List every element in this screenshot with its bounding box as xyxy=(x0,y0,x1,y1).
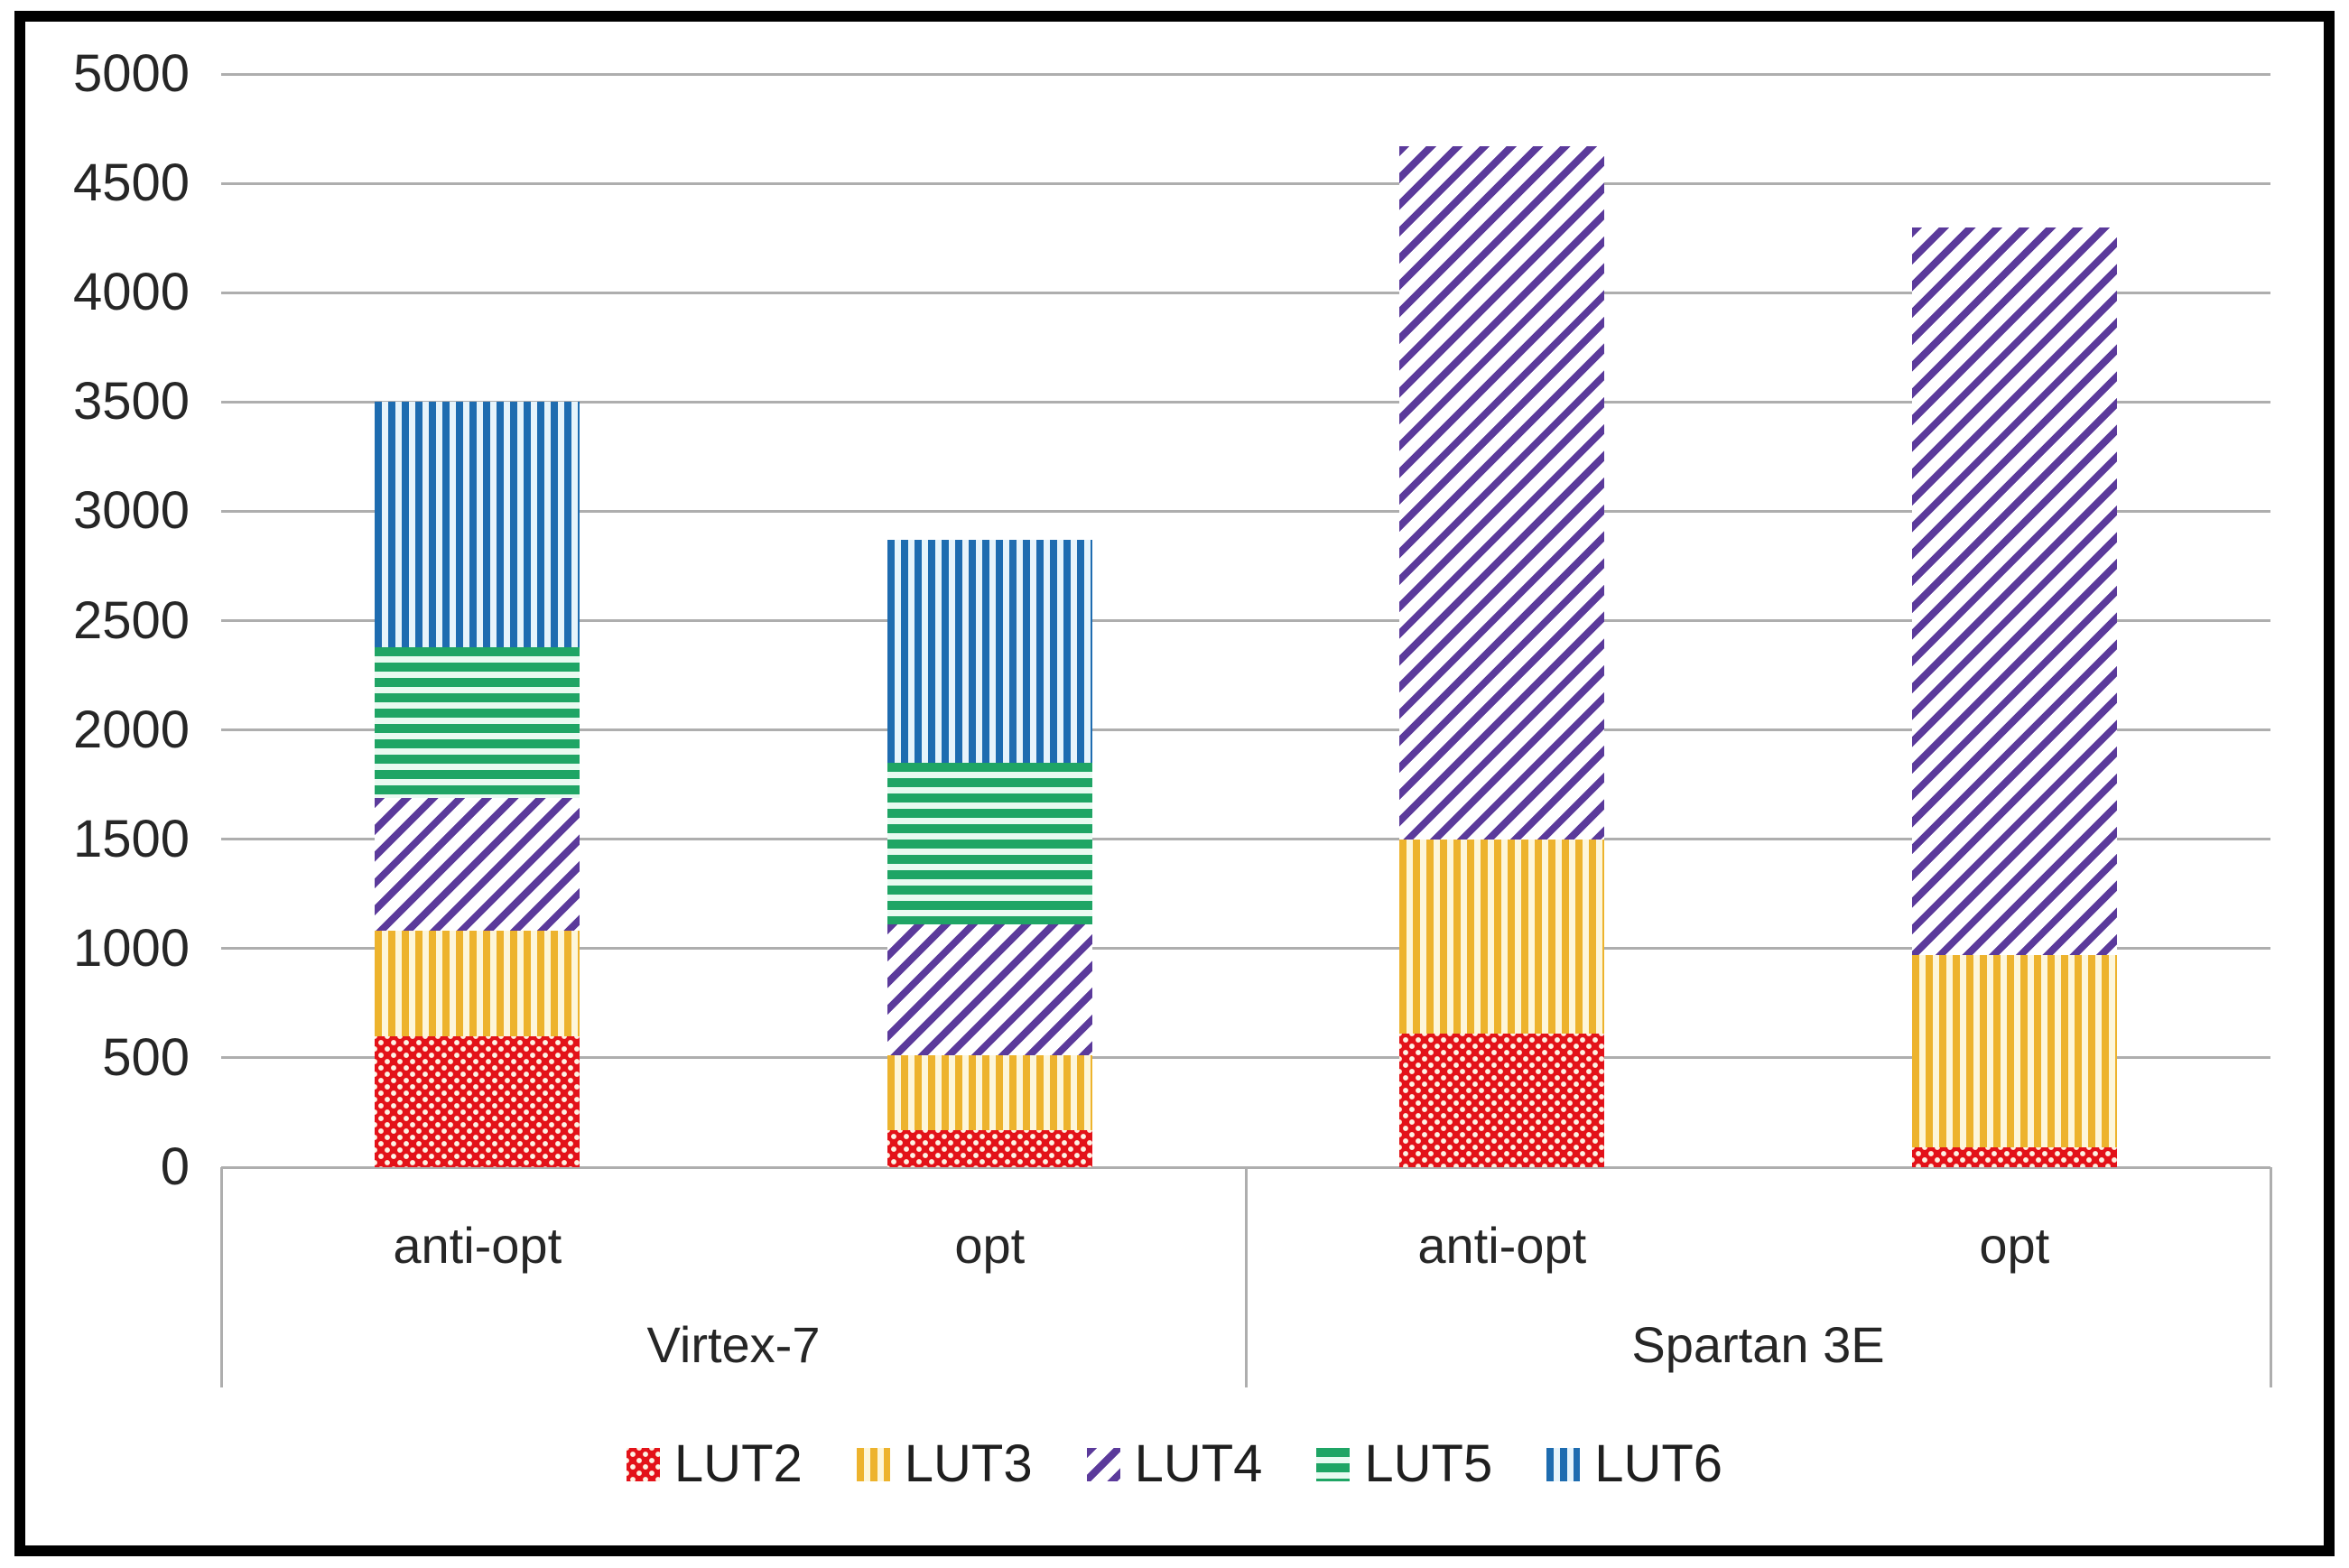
y-axis-tick-label: 0 xyxy=(160,1137,190,1196)
chart-frame: 0 500 1000 1500 2000 2500 3000 3500 4000 4500 5000… xyxy=(14,11,2335,1556)
y-axis-tick-label: 500 xyxy=(102,1027,190,1087)
gridline xyxy=(221,1056,2270,1060)
bar-segment-lut3 xyxy=(375,931,580,1036)
legend-label: LUT6 xyxy=(1594,1434,1723,1493)
bar-segment-lut6 xyxy=(375,402,580,647)
legend-swatch-lut4-icon xyxy=(1086,1447,1120,1481)
gridline xyxy=(221,72,2270,76)
gridline xyxy=(221,619,2270,622)
legend-item-lut4: LUT4 xyxy=(1086,1434,1263,1493)
bar-segment-lut3 xyxy=(887,1055,1092,1130)
legend-item-lut2: LUT2 xyxy=(626,1434,803,1493)
bar-segment-lut5 xyxy=(887,762,1092,925)
category-separator-line xyxy=(1244,1167,1248,1387)
legend: LUT2 LUT3 LUT4 LUT5 LUT6 xyxy=(0,1437,2349,1491)
y-axis-tick-label: 3000 xyxy=(72,481,190,541)
legend-item-lut5: LUT5 xyxy=(1316,1437,1492,1491)
y-axis-tick-label: 3500 xyxy=(72,372,190,431)
gridline xyxy=(221,728,2270,732)
y-axis-tick-label: 1500 xyxy=(72,809,190,868)
gridline xyxy=(221,400,2270,404)
bar-segment-lut3 xyxy=(1911,955,2117,1148)
bar-anti-opt-2 xyxy=(1399,145,1605,1167)
legend-item-lut6: LUT6 xyxy=(1546,1437,1722,1491)
bar-segment-lut3 xyxy=(1399,839,1605,1035)
y-axis-tick-label: 1000 xyxy=(72,918,190,978)
legend-swatch-lut3-icon xyxy=(856,1447,890,1481)
gridline xyxy=(221,947,2270,951)
y-axis-tick-label: 4500 xyxy=(72,153,190,213)
bar-segment-lut4 xyxy=(1399,145,1605,840)
bar-segment-lut2 xyxy=(375,1035,580,1167)
gridline xyxy=(221,838,2270,841)
bar-anti-opt-0 xyxy=(375,402,580,1167)
legend-label: LUT2 xyxy=(673,1434,803,1493)
bar-segment-lut2 xyxy=(1911,1147,2117,1167)
category-separator-line xyxy=(2269,1167,2272,1387)
category-separator-line xyxy=(219,1167,223,1387)
group-label-spartan-3e: Spartan 3E xyxy=(1631,1316,1885,1373)
category-label-opt: opt xyxy=(954,1217,1026,1274)
bar-segment-lut2 xyxy=(887,1129,1092,1167)
bar-segment-lut4 xyxy=(375,797,580,932)
gridline xyxy=(221,509,2270,513)
legend-swatch-lut6-icon xyxy=(1546,1447,1581,1481)
legend-label: LUT4 xyxy=(1134,1434,1263,1493)
category-label-anti-opt: anti-opt xyxy=(1417,1217,1587,1274)
category-label-anti-opt: anti-opt xyxy=(393,1217,562,1274)
bar-segment-lut6 xyxy=(887,539,1092,763)
group-label-virtex-7: Virtex-7 xyxy=(646,1316,821,1373)
legend-swatch-lut2-icon xyxy=(626,1447,660,1481)
bar-segment-lut2 xyxy=(1399,1034,1605,1167)
legend-swatch-lut5-icon xyxy=(1316,1447,1351,1481)
y-axis-tick-label: 2000 xyxy=(72,700,190,759)
y-axis-tick-label: 2500 xyxy=(72,590,190,650)
gridline xyxy=(221,291,2270,294)
bar-segment-lut4 xyxy=(1911,227,2117,956)
y-axis-tick-label: 5000 xyxy=(72,44,190,103)
bar-opt-1 xyxy=(887,539,1092,1167)
legend-label: LUT3 xyxy=(904,1434,1033,1493)
y-axis-tick-label: 4000 xyxy=(72,263,190,322)
category-label-opt: opt xyxy=(1979,1217,2050,1274)
bar-segment-lut5 xyxy=(375,646,580,798)
gridline xyxy=(221,181,2270,185)
legend-label: LUT5 xyxy=(1364,1434,1493,1493)
bar-segment-lut4 xyxy=(887,924,1092,1056)
legend-item-lut3: LUT3 xyxy=(856,1434,1033,1493)
bar-opt-3 xyxy=(1911,227,2117,1167)
